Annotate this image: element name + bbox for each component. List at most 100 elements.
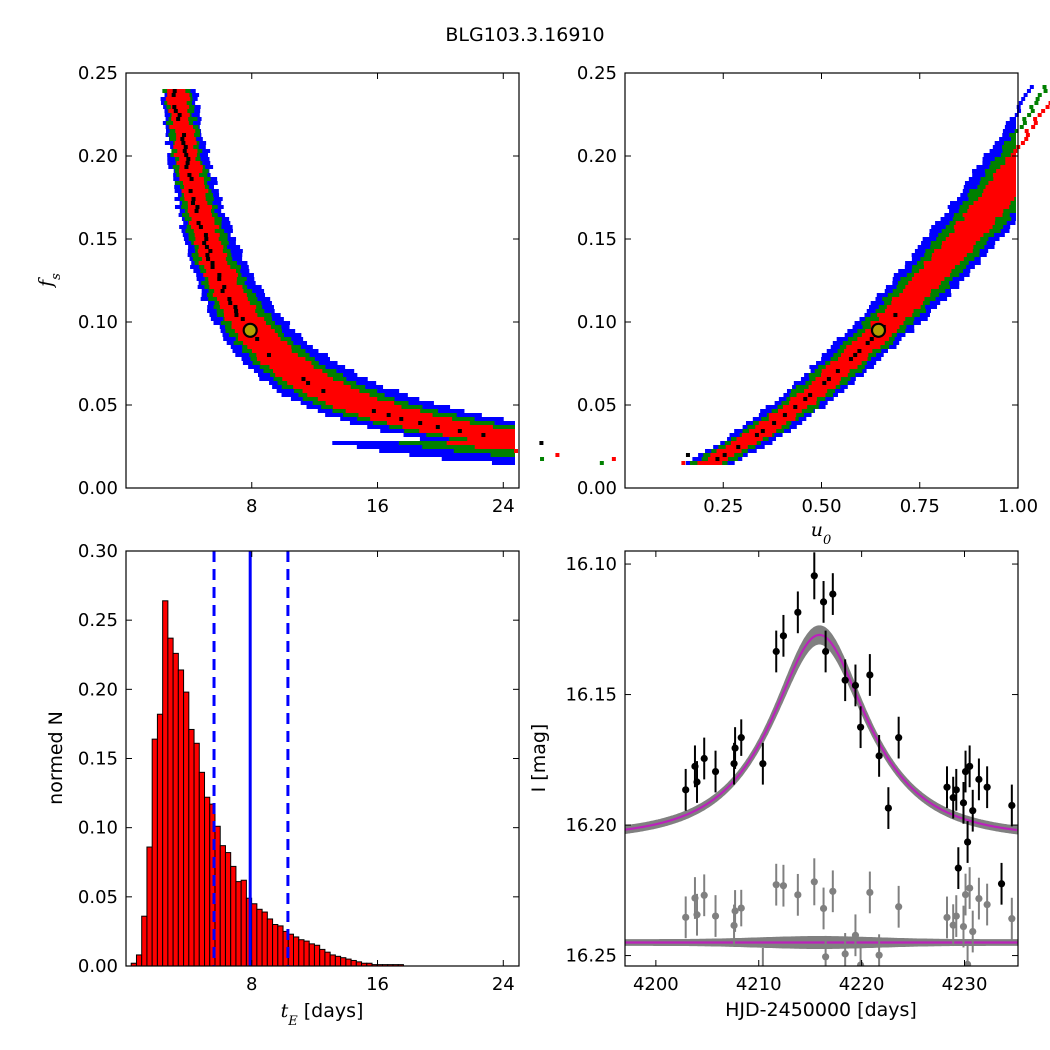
normed-n-axis-label: normed N (45, 711, 67, 805)
density-peak-cell (893, 313, 898, 317)
fs-te-ytick-label: 0.00 (78, 478, 118, 499)
histogram-bar (162, 600, 169, 967)
data-point (954, 864, 962, 872)
density-cell-sigma1 (892, 297, 925, 301)
density-cell-sigma1 (167, 101, 187, 105)
density-cell-sigma1 (945, 237, 981, 241)
density-cell-sigma1 (287, 381, 344, 385)
data-point (949, 794, 957, 802)
density-cell-sigma1 (941, 241, 976, 245)
density-cell-sigma3 (1009, 117, 1016, 121)
density-peak-cell (803, 397, 808, 401)
density-cell-sigma1 (768, 417, 796, 421)
density-cell-sigma1 (474, 445, 515, 449)
density-cell-sigma1 (446, 441, 515, 445)
density-cell-sigma2 (1019, 125, 1024, 129)
density-cell-sigma2 (1027, 113, 1032, 117)
data-point (794, 608, 802, 616)
residual-point (875, 951, 883, 959)
density-cell-sigma1 (891, 301, 923, 305)
density-cell-sigma1 (1024, 129, 1029, 133)
data-point (983, 783, 991, 791)
fs-u0-ytick-label: 0.15 (577, 229, 617, 250)
te-histogram-ticks: 8 16 24 0.00 0.05 0.10 0.15 0.20 0.25 0.30 (78, 541, 519, 995)
density-cell-sigma1 (183, 193, 206, 197)
data-point (875, 752, 883, 760)
fs-te-ytick-label: 0.20 (78, 146, 118, 167)
density-cell-sigma1 (212, 293, 247, 297)
density-cell-sigma1 (1037, 113, 1042, 117)
data-point (700, 754, 708, 763)
residual-point (963, 960, 972, 966)
fs-te-ytick-label: 0.25 (78, 63, 118, 84)
density-peak-cell (228, 301, 233, 305)
density-cell-sigma1 (884, 309, 914, 313)
histogram-bar (193, 742, 200, 967)
density-peak-cell (196, 221, 201, 225)
density-peak-cell (418, 421, 423, 425)
data-point (969, 807, 977, 815)
density-peak-cell (208, 249, 213, 253)
density-cell-sigma1 (919, 269, 952, 273)
hist-ytick-label: 0.30 (78, 541, 118, 562)
density-cell-sigma1 (988, 181, 1016, 185)
lc-xtick-label: 4210 (736, 974, 782, 995)
data-point (819, 598, 828, 606)
density-cell-sigma1 (1005, 157, 1016, 161)
density-cell-sigma1 (273, 369, 323, 373)
density-cell-sigma1 (219, 305, 257, 309)
density-cell-sigma1 (174, 141, 197, 145)
te-histogram-panel: 8 16 24 0.00 0.05 0.10 0.15 0.20 0.25 0.30 normed… (45, 541, 520, 1029)
data-point (693, 778, 701, 786)
density-cell-sigma1 (201, 257, 226, 261)
fs-vs-u0-ticks: 0.25 0.50 0.75 1.00 0.00 0.05 0.10 0.15 0.20 0.25 (577, 63, 1038, 517)
density-cell-sigma3 (441, 457, 515, 461)
residual-point (969, 927, 977, 936)
density-cell-sigma1 (187, 209, 212, 213)
model-uncertainty-band (625, 625, 1018, 835)
density-peak-cell (255, 337, 260, 341)
fs-vs-te-frame (125, 72, 520, 489)
density-peak-cell (857, 349, 862, 353)
density-peak-cell (736, 445, 741, 449)
density-cell-sigma1 (789, 401, 817, 405)
data-point (829, 590, 837, 598)
data-point (959, 799, 968, 807)
histogram-bar (266, 918, 274, 967)
fs-vs-u0-density (685, 85, 1050, 465)
density-cell-sigma1 (256, 353, 298, 357)
density-peak-cell (206, 257, 211, 261)
data-point (895, 734, 903, 742)
lc-ytick-label: 16.15 (565, 685, 617, 706)
density-peak-cell (222, 285, 227, 289)
density-peak-cell (173, 109, 178, 113)
density-cell-sigma1 (193, 229, 215, 233)
data-point (759, 760, 767, 768)
density-cell-sigma1 (902, 289, 932, 293)
density-cell-sigma1 (923, 265, 955, 269)
histogram-bar (251, 903, 258, 967)
density-peak-cell (202, 241, 207, 245)
density-cell-sigma1 (870, 321, 904, 325)
residual-point (731, 907, 739, 915)
histogram-bar (235, 881, 242, 967)
density-peak-cell (301, 377, 306, 381)
histogram-bar (355, 961, 363, 967)
density-cell-sigma2 (1042, 85, 1047, 89)
density-cell-sigma1 (238, 333, 278, 337)
data-point (737, 734, 745, 742)
density-cell-sigma1 (173, 121, 189, 125)
density-cell-sigma3 (1026, 89, 1031, 93)
density-cell-sigma1 (821, 373, 848, 377)
density-cell-sigma1 (358, 413, 433, 417)
density-peak-cell (182, 149, 187, 153)
residual-point (819, 904, 828, 913)
density-cell-sigma1 (293, 385, 351, 389)
density-cell-sigma2 (1002, 149, 1016, 153)
density-cell-sigma1 (442, 433, 515, 437)
density-cell-sigma1 (992, 173, 1016, 177)
density-cell-sigma1 (223, 313, 258, 317)
density-peak-cell (457, 429, 462, 433)
histogram-bar (319, 948, 326, 967)
